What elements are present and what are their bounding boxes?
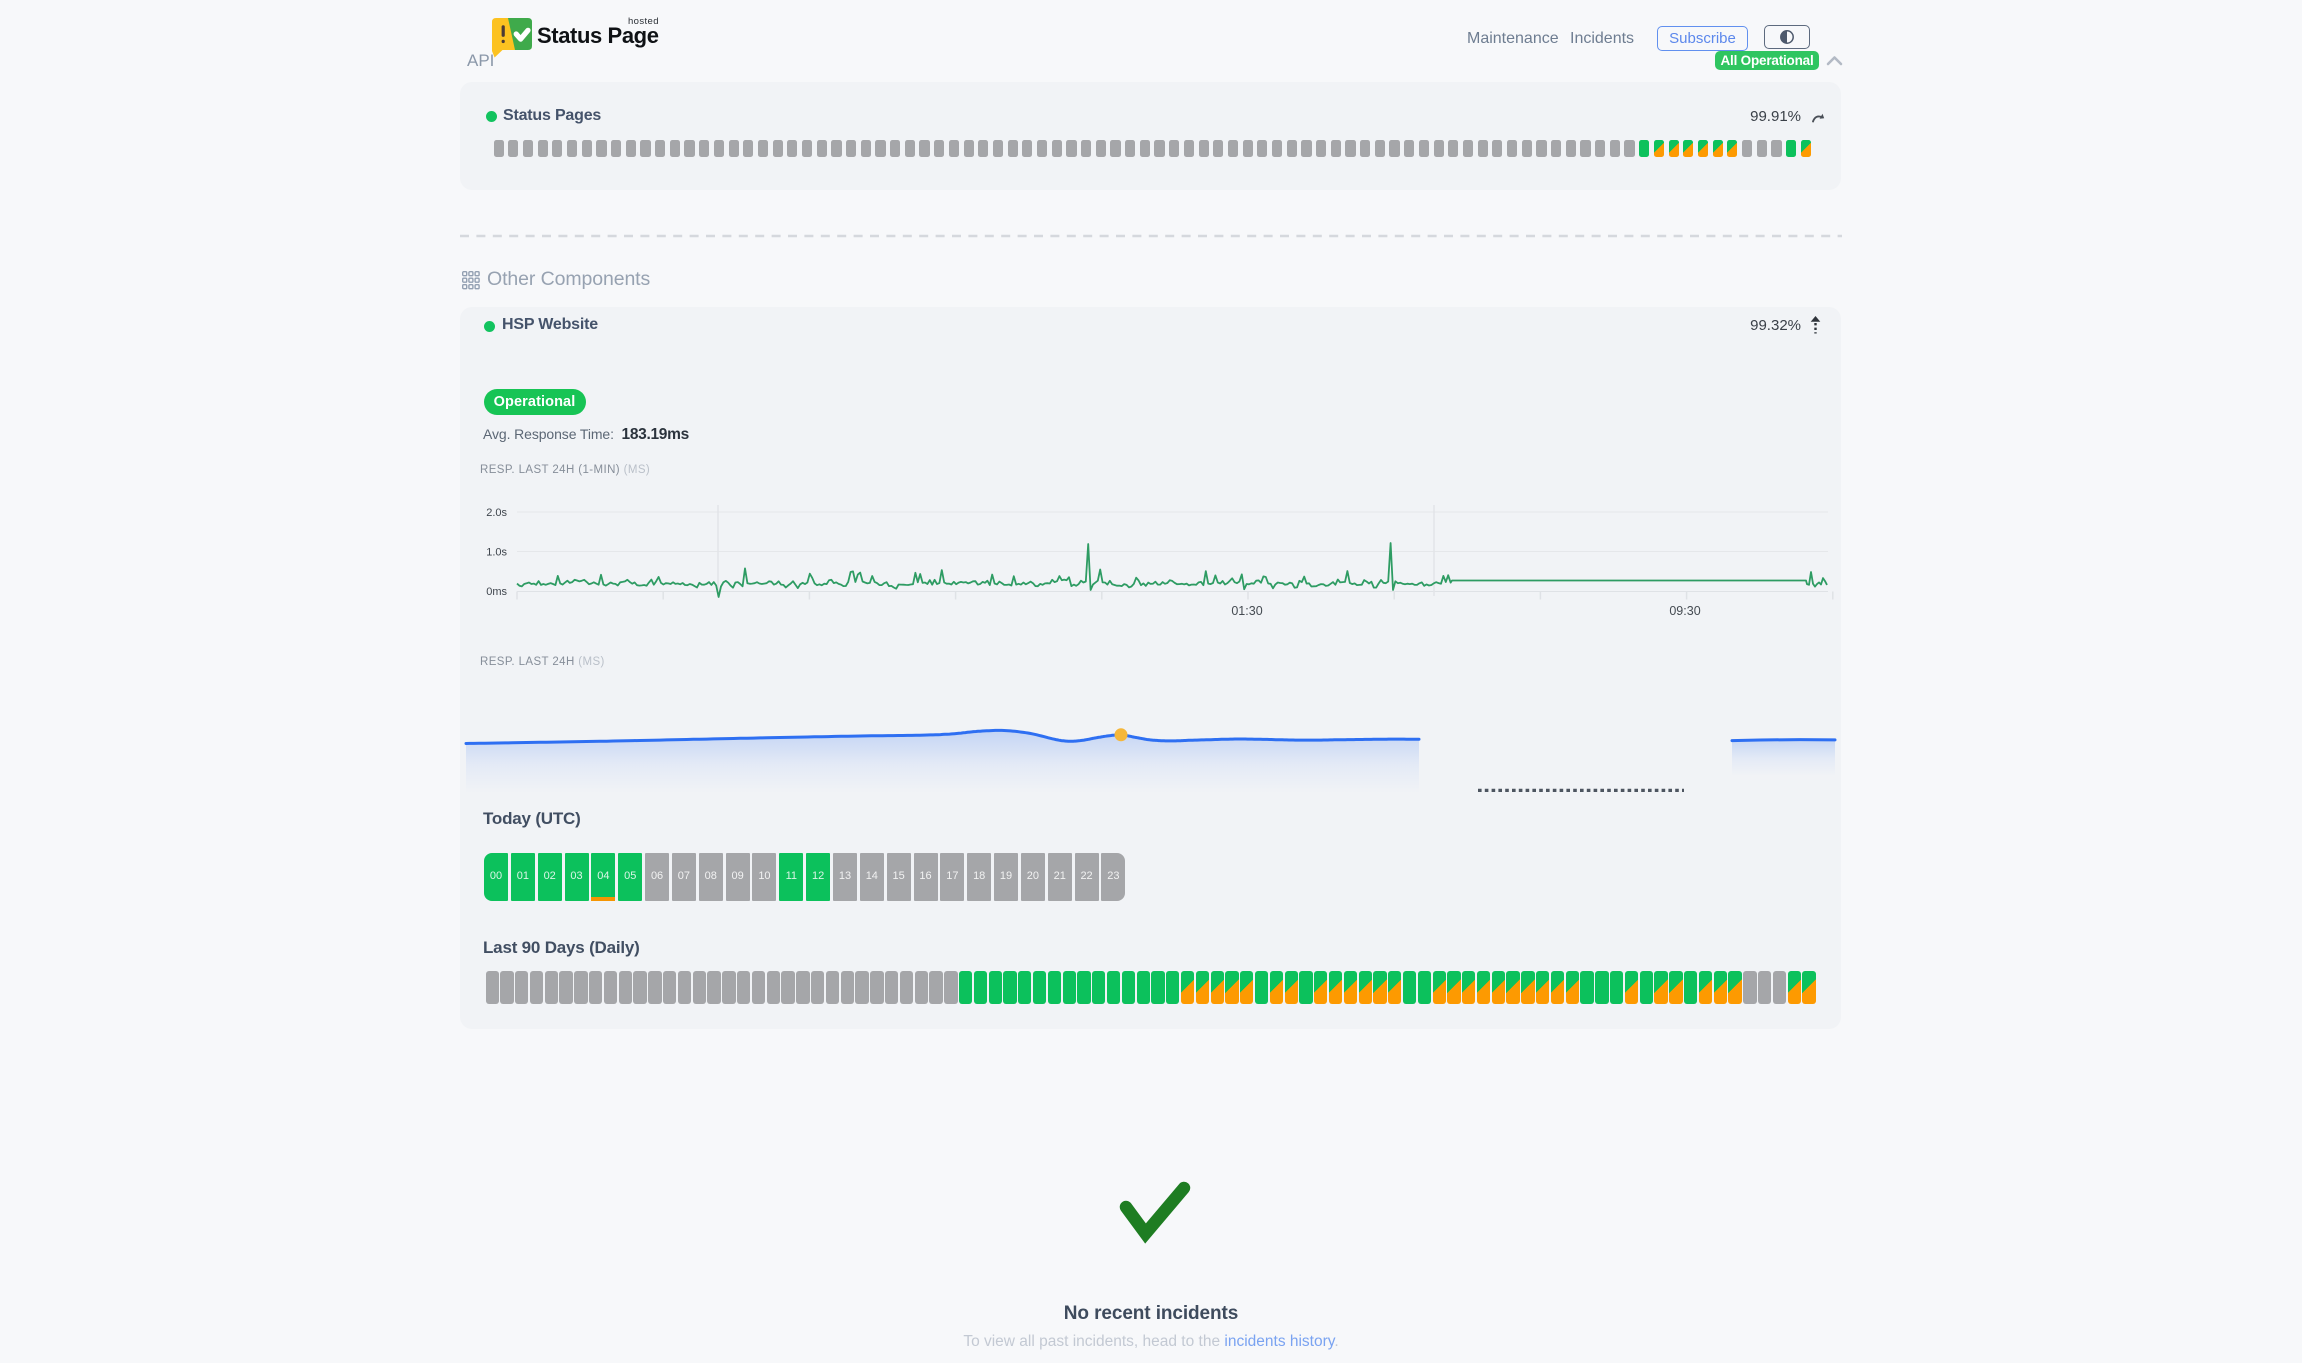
- svg-text:01:30: 01:30: [1231, 604, 1262, 618]
- svg-text:0ms: 0ms: [486, 586, 507, 598]
- svg-text:1.0s: 1.0s: [486, 546, 507, 558]
- svg-text:09:30: 09:30: [1669, 604, 1700, 618]
- svg-text:2.0s: 2.0s: [486, 507, 507, 519]
